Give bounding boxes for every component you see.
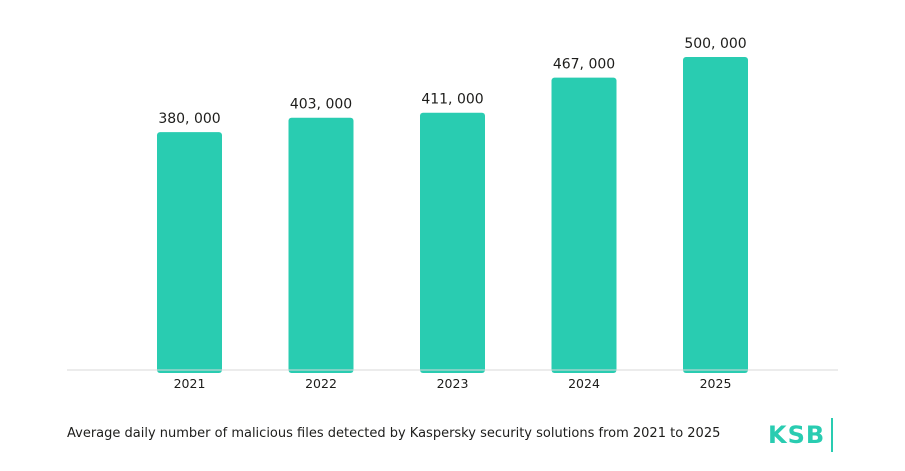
value-label-2022: 403, 000 <box>290 97 352 113</box>
chart-caption: Average daily number of malicious files … <box>67 426 721 441</box>
x-tick-label-2021: 2021 <box>174 376 206 391</box>
logo-divider <box>831 418 834 452</box>
value-label-2023: 411, 000 <box>421 92 483 108</box>
ksb-logo: KSB <box>768 418 834 452</box>
x-tick-labels-group: 2021 2022 2023 2024 2025 <box>174 376 732 391</box>
bar-2025 <box>683 57 748 373</box>
x-tick-label-2025: 2025 <box>700 376 732 391</box>
value-label-2024: 467, 000 <box>553 57 615 73</box>
value-label-2021: 380, 000 <box>158 111 220 127</box>
bar-2023 <box>420 112 485 374</box>
bar-2022 <box>288 117 354 373</box>
bar-chart: 380, 000 403, 000 411, 000 467, 000 500, 000… <box>67 36 838 391</box>
bars-group <box>157 57 748 374</box>
x-tick-label-2022: 2022 <box>305 376 337 391</box>
bar-2024 <box>551 77 617 374</box>
logo-text: KSB <box>768 421 826 449</box>
bar-2021 <box>157 132 222 373</box>
value-labels-group: 380, 000 403, 000 411, 000 467, 000 500, 000 <box>158 36 746 127</box>
x-tick-label-2023: 2023 <box>437 376 469 391</box>
value-label-2025: 500, 000 <box>684 36 746 52</box>
x-tick-label-2024: 2024 <box>568 376 600 391</box>
